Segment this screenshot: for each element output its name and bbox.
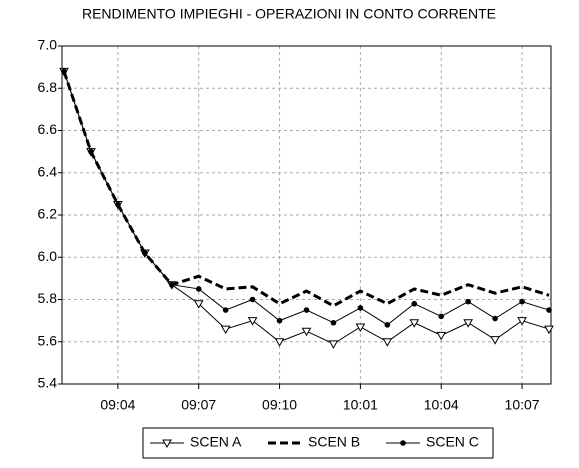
point-marker xyxy=(115,201,121,208)
plot-frame xyxy=(61,45,552,385)
y-tick-label: 6.0 xyxy=(38,248,58,264)
y-tick-label: 5.4 xyxy=(38,375,58,391)
legend-marker xyxy=(400,440,406,446)
x-tick-label: 09:10 xyxy=(262,397,297,413)
x-tick-label: 10:04 xyxy=(424,397,459,413)
y-tick-label: 5.8 xyxy=(38,290,58,306)
point-marker xyxy=(274,338,285,347)
point-marker xyxy=(193,300,204,309)
x-tick-label: 09:04 xyxy=(100,397,135,413)
point-marker xyxy=(276,317,283,324)
chart-title: RENDIMENTO IMPIEGHI - OPERAZIONI IN CONT… xyxy=(82,6,496,22)
y-tick-label: 6.2 xyxy=(38,206,58,222)
y-tick-label: 6.4 xyxy=(38,163,58,179)
point-marker xyxy=(303,307,310,313)
point-marker xyxy=(519,298,525,305)
point-marker xyxy=(168,281,175,288)
point-marker xyxy=(436,331,447,341)
legend-marker xyxy=(162,439,172,449)
legend-label: SCEN A xyxy=(190,434,242,450)
y-tick-label: 6.6 xyxy=(38,121,58,137)
y-tick-label: 7.0 xyxy=(38,37,58,53)
series-line xyxy=(62,70,550,308)
point-marker xyxy=(465,298,471,305)
point-marker xyxy=(546,307,552,313)
point-marker xyxy=(384,322,391,328)
point-marker xyxy=(222,307,229,313)
legend-label: SCEN C xyxy=(426,434,479,450)
point-marker xyxy=(330,319,337,326)
point-marker xyxy=(61,68,67,75)
series-line xyxy=(63,71,550,326)
point-marker xyxy=(301,327,312,337)
x-tick-label: 10:07 xyxy=(505,397,540,413)
point-marker xyxy=(438,313,445,320)
point-marker xyxy=(492,315,498,322)
point-marker xyxy=(249,296,256,303)
series-line xyxy=(63,71,550,345)
point-marker xyxy=(411,300,418,307)
point-marker xyxy=(195,286,202,292)
point-marker xyxy=(355,323,366,332)
x-tick-label: 09:07 xyxy=(181,397,216,413)
point-marker xyxy=(88,148,94,155)
point-marker xyxy=(544,325,554,335)
point-marker xyxy=(247,317,258,326)
y-tick-label: 5.6 xyxy=(38,332,58,348)
point-marker xyxy=(142,250,148,256)
x-tick-label: 10:01 xyxy=(343,397,378,413)
legend-label: SCEN B xyxy=(308,434,360,450)
point-marker xyxy=(357,305,364,311)
point-marker xyxy=(409,319,420,328)
y-tick-label: 6.8 xyxy=(38,79,58,95)
point-marker xyxy=(490,336,500,345)
legend-box xyxy=(142,427,494,459)
point-marker xyxy=(463,319,474,328)
point-marker xyxy=(328,340,339,349)
point-marker xyxy=(517,317,527,326)
point-marker xyxy=(382,338,393,347)
point-marker xyxy=(220,325,231,335)
